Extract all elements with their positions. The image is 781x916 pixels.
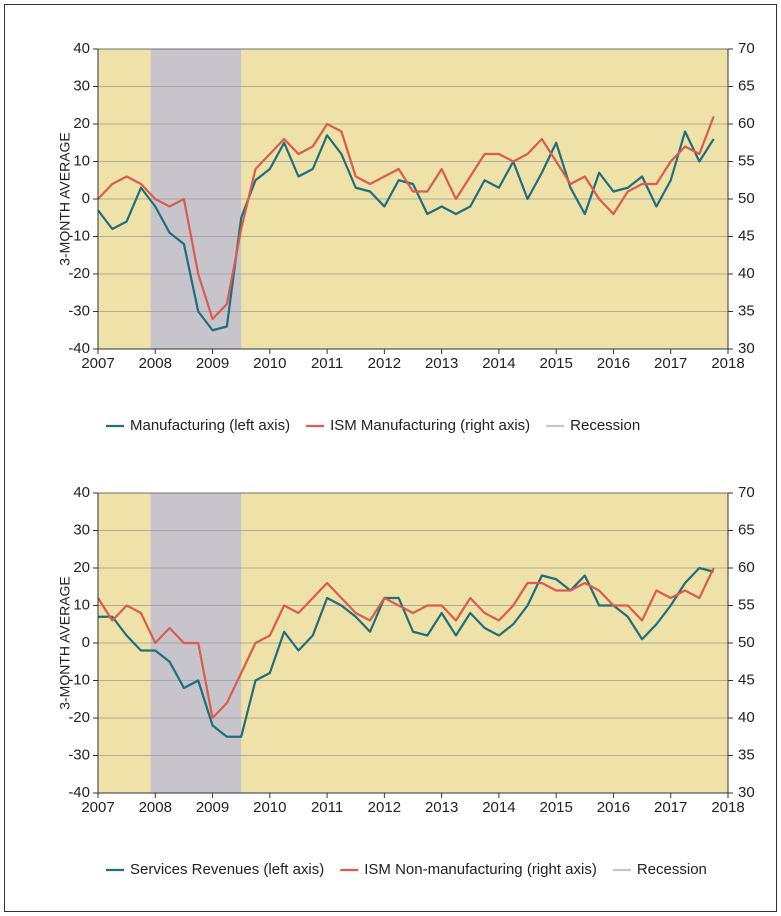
y-tick-label: 0 [82, 634, 90, 651]
legend-label: ISM Non-manufacturing (right axis) [364, 861, 597, 878]
legend-label: Services Revenues (left axis) [130, 861, 324, 878]
x-tick-label: 2017 [654, 799, 687, 816]
y-tick-label: 10 [73, 152, 90, 169]
y2-tick-label: 40 [738, 709, 755, 726]
y2-tick-label: 60 [738, 559, 755, 576]
y2-tick-label: 40 [738, 265, 755, 282]
y-tick-label: 10 [73, 596, 90, 613]
y2-tick-label: 65 [738, 521, 755, 538]
y2-tick-label: 30 [738, 784, 755, 801]
x-tick-label: 2012 [368, 799, 401, 816]
legend-label: Manufacturing (left axis) [130, 417, 290, 434]
y2-tick-label: 70 [738, 40, 755, 57]
y2-tick-label: 55 [738, 152, 755, 169]
y-tick-label: 20 [73, 115, 90, 132]
series-line [97, 116, 715, 321]
x-tick-label: 2008 [139, 799, 172, 816]
y2-tick-label: 45 [738, 227, 755, 244]
y2-tick-label: 30 [738, 340, 755, 357]
x-tick-label: 2017 [654, 355, 687, 372]
y-tick-label: -20 [68, 709, 90, 726]
series-line [98, 566, 714, 738]
x-tick-label: 2010 [253, 799, 286, 816]
y2-tick-label: 35 [738, 302, 755, 319]
x-tick-label: 2018 [711, 355, 744, 372]
y2-tick-label: 50 [738, 634, 755, 651]
x-tick-label: 2009 [196, 799, 229, 816]
y2-tick-label: 70 [738, 484, 755, 501]
legend-label: ISM Manufacturing (right axis) [330, 417, 530, 434]
legend-label: Recession [570, 417, 640, 434]
x-tick-label: 2015 [539, 799, 572, 816]
y-tick-label: -30 [68, 746, 90, 763]
x-tick-label: 2018 [711, 799, 744, 816]
y-axis-label: 3-MONTH AVERAGE [57, 576, 73, 710]
x-tick-label: 2016 [597, 355, 630, 372]
x-tick-label: 2014 [482, 355, 515, 372]
y-axis-label: 3-MONTH AVERAGE [57, 132, 73, 266]
x-tick-label: 2015 [539, 355, 572, 372]
x-tick-label: 2007 [81, 355, 114, 372]
x-tick-label: 2008 [139, 355, 172, 372]
x-tick-label: 2013 [425, 799, 458, 816]
x-tick-label: 2016 [597, 799, 630, 816]
y-tick-label: -40 [68, 340, 90, 357]
x-tick-label: 2012 [368, 355, 401, 372]
x-tick-label: 2007 [81, 799, 114, 816]
y2-tick-label: 60 [738, 115, 755, 132]
y2-tick-label: 35 [738, 746, 755, 763]
y-tick-label: 0 [82, 190, 90, 207]
y2-tick-label: 65 [738, 77, 755, 94]
x-tick-label: 2014 [482, 799, 515, 816]
y-tick-label: 30 [73, 521, 90, 538]
y2-tick-label: 50 [738, 190, 755, 207]
y-tick-label: -40 [68, 784, 90, 801]
y-tick-label: 20 [73, 559, 90, 576]
y-tick-label: -10 [68, 671, 90, 688]
y-tick-label: 40 [73, 484, 90, 501]
x-tick-label: 2010 [253, 355, 286, 372]
y-tick-label: 40 [73, 40, 90, 57]
legend-label: Recession [637, 861, 707, 878]
y-tick-label: -10 [68, 227, 90, 244]
x-tick-label: 2013 [425, 355, 458, 372]
x-tick-label: 2011 [311, 355, 343, 372]
y2-tick-label: 55 [738, 596, 755, 613]
y-tick-label: 30 [73, 77, 90, 94]
series-line [97, 567, 715, 720]
y-tick-label: -20 [68, 265, 90, 282]
y-tick-label: -30 [68, 302, 90, 319]
y2-tick-label: 45 [738, 671, 755, 688]
x-tick-label: 2011 [311, 799, 343, 816]
x-tick-label: 2009 [196, 355, 229, 372]
